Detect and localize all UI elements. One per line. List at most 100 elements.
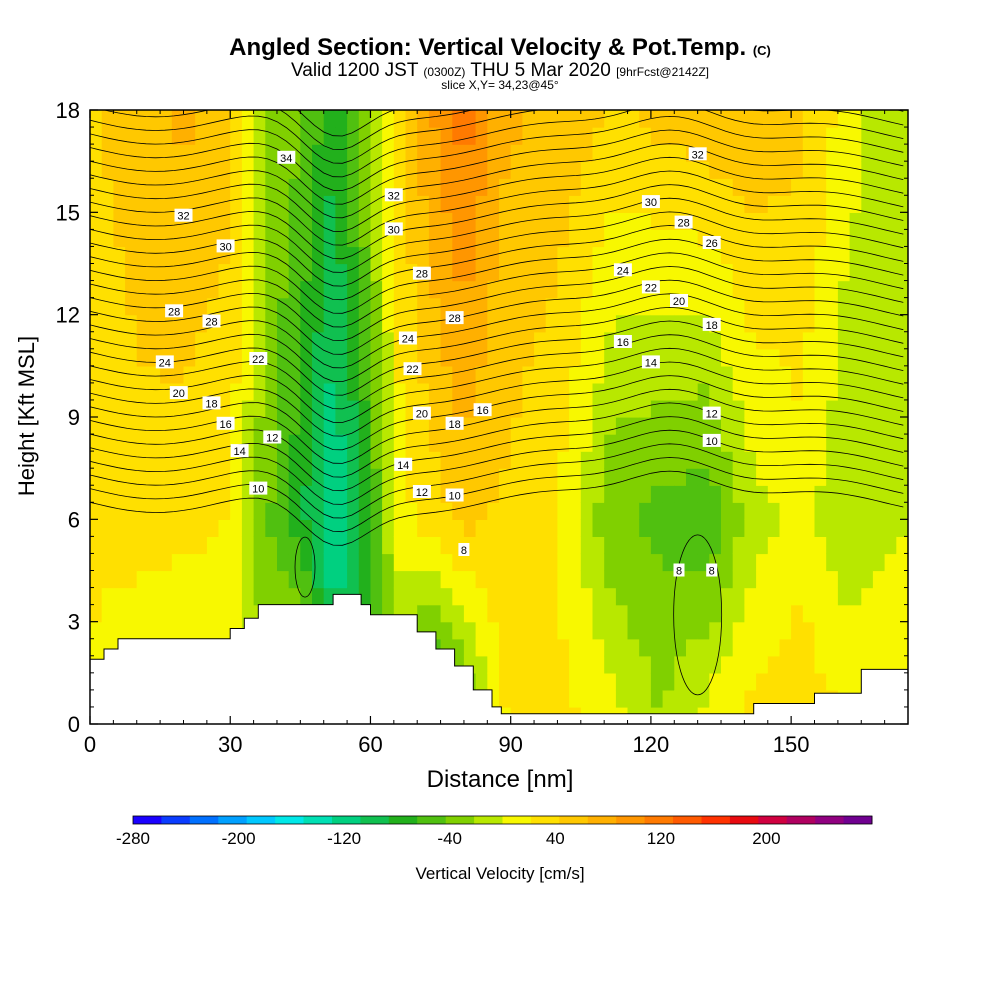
- field-cell: [557, 297, 570, 316]
- field-cell: [428, 144, 442, 162]
- field-cell: [709, 604, 722, 623]
- field-cell: [475, 178, 488, 196]
- field-cell: [499, 621, 512, 640]
- field-cell: [522, 280, 535, 299]
- field-cell: [370, 468, 383, 486]
- field-cell: [639, 638, 652, 657]
- field-cell: [650, 314, 664, 333]
- field-cell: [615, 519, 629, 537]
- field-cell: [826, 468, 839, 486]
- field-cell: [101, 502, 114, 520]
- field-cell: [417, 331, 430, 350]
- field-cell: [370, 178, 383, 196]
- field-cell: [440, 399, 453, 418]
- field-cell: [160, 468, 173, 486]
- field-cell: [604, 434, 617, 452]
- field-cell: [171, 314, 185, 333]
- field-cell: [557, 536, 570, 555]
- field-cell: [452, 348, 465, 367]
- field-cell: [896, 570, 908, 589]
- theta-contour-line: [90, 375, 904, 451]
- field-cell: [136, 246, 149, 265]
- field-cell: [417, 178, 430, 196]
- field-cell: [662, 536, 675, 555]
- field-cell: [241, 536, 255, 555]
- field-cell: [405, 297, 418, 316]
- field-cell: [265, 382, 278, 401]
- field-cell: [557, 587, 570, 606]
- field-cell: [440, 587, 453, 606]
- field-cell: [557, 434, 570, 452]
- field-cell: [545, 110, 558, 128]
- field-cell: [639, 468, 652, 486]
- field-cell: [615, 365, 629, 384]
- contour-label-bg: [384, 188, 403, 202]
- theta-contour-line: [90, 156, 904, 232]
- field-cell: [592, 451, 605, 469]
- field-cell: [697, 110, 710, 128]
- field-cell: [382, 246, 395, 265]
- field-cell: [721, 638, 734, 657]
- field-cell: [744, 331, 757, 350]
- field-cell: [347, 195, 360, 213]
- field-cell: [499, 638, 512, 657]
- field-cell: [557, 212, 570, 230]
- field-cell: [709, 502, 722, 520]
- field-cell: [592, 314, 605, 333]
- field-cell: [534, 263, 547, 282]
- field-cell: [206, 587, 220, 606]
- field-cell: [569, 178, 582, 196]
- field-cell: [896, 110, 908, 128]
- field-cell: [463, 399, 477, 418]
- field-cell: [686, 331, 699, 350]
- field-cell: [791, 502, 804, 520]
- field-cell: [639, 110, 652, 128]
- field-cell: [312, 246, 325, 265]
- field-cell: [160, 365, 173, 384]
- field-cell: [697, 587, 710, 606]
- field-cell: [101, 110, 114, 128]
- field-cell: [674, 246, 687, 265]
- field-cell: [884, 570, 897, 589]
- field-cell: [148, 519, 161, 537]
- field-cell: [253, 212, 266, 230]
- field-cell: [370, 382, 383, 401]
- field-cell: [639, 127, 652, 145]
- field-cell: [721, 434, 734, 452]
- field-cell: [136, 468, 149, 486]
- field-cell: [370, 195, 383, 213]
- field-cell: [615, 212, 629, 230]
- field-cell: [417, 587, 430, 606]
- field-cell: [253, 451, 266, 469]
- field-cell: [545, 655, 558, 674]
- y-tick-label: 12: [56, 303, 80, 328]
- field-cell: [288, 297, 301, 316]
- field-cell: [101, 331, 114, 350]
- field-cell: [615, 536, 629, 555]
- field-cell: [487, 331, 500, 350]
- field-cell: [499, 195, 512, 213]
- field-cell: [650, 502, 664, 520]
- field-cell: [534, 587, 547, 606]
- field-cell: [744, 468, 757, 486]
- field-cell: [872, 638, 886, 657]
- field-cell: [580, 604, 594, 623]
- field-cell: [230, 314, 243, 333]
- field-cell: [861, 195, 874, 213]
- field-cell: [171, 604, 185, 623]
- field-cell: [253, 229, 266, 248]
- field-cell: [884, 314, 897, 333]
- field-cell: [604, 502, 617, 520]
- field-cell: [230, 485, 243, 503]
- field-cell: [218, 178, 231, 196]
- field-cell: [393, 161, 407, 179]
- field-cell: [779, 331, 792, 350]
- contour-label: 24: [402, 334, 414, 346]
- field-cell: [650, 263, 664, 282]
- field-cell: [510, 246, 523, 265]
- field-cell: [662, 502, 675, 520]
- field-cell: [674, 485, 687, 503]
- field-cell: [475, 246, 488, 265]
- field-cell: [639, 365, 652, 384]
